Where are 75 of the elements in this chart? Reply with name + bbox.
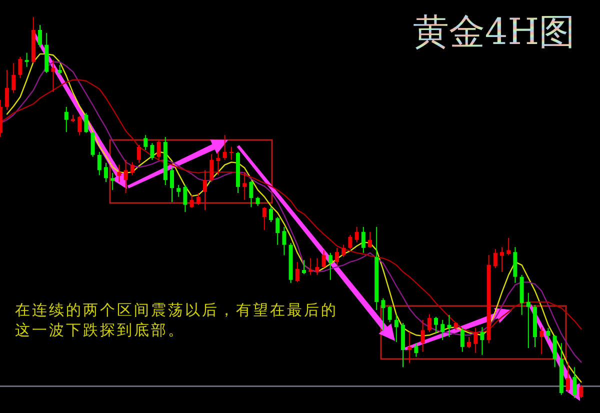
candlestick [58,64,62,76]
candlestick [414,342,418,358]
annotation: 在连续的两个区间震荡以后，有望在最后的这一波下跌探到底部。 [15,300,339,340]
candlestick [335,247,339,266]
candlestick [579,384,584,398]
candlestick [276,216,280,246]
candlestick [348,234,352,250]
candlestick [124,159,128,194]
candlestick [203,170,207,211]
candlestick [38,24,42,48]
candlestick [434,316,438,334]
candlestick [78,116,82,136]
candlestick [24,52,29,68]
candlestick [540,326,544,355]
candlestick [150,142,154,160]
candlestick [322,250,326,269]
candlestick [97,151,102,176]
candlestick [210,154,214,182]
candlestick [408,332,412,364]
candlestick [90,132,95,158]
candlestick [156,140,161,160]
candlestick [460,327,464,352]
candlestick [394,314,398,342]
candlestick [302,260,306,275]
candlestick [12,62,16,94]
candlestick [427,314,432,333]
candlestick [183,184,188,213]
candlestick [51,60,56,93]
candlestick [242,172,247,200]
candlestick [256,196,260,206]
candlestick [328,252,332,280]
candlestick [440,319,445,341]
candlestick [117,164,122,182]
candlestick [420,319,425,352]
candlestick [381,298,386,331]
candlestick [64,106,68,133]
candlestick [474,327,478,354]
candlestick [315,258,320,276]
candlestick [84,112,88,134]
chart-title: 黄金4H图 [413,12,576,53]
candlestick [18,56,22,78]
candlestick [572,366,577,398]
candlestick [110,172,115,190]
candlestick [467,336,471,349]
candlestick [104,162,108,182]
candlestick [342,244,346,258]
candlestick [480,326,484,356]
candlestick [388,306,392,323]
candlestick [269,206,273,222]
candlestick [566,362,570,392]
candlestick [137,144,141,164]
candlestick [176,184,181,198]
candlestick [308,258,313,276]
candlestick [546,327,550,341]
candlestick [493,248,498,269]
candlestick [170,166,174,203]
candlestick [196,192,200,206]
candlestick [5,69,9,110]
candlestick [282,226,286,256]
candlestick [295,261,300,283]
candlestick [552,334,557,368]
candlestick [222,134,227,160]
candlestick [506,237,511,256]
candlestick [526,292,530,349]
candlestick [447,314,452,338]
candlestick [368,231,372,248]
candlestick [500,246,504,272]
candlestick [262,206,266,230]
candlestick [354,226,359,243]
candlestick [144,134,148,150]
candlestick [361,226,366,254]
candlestick [190,194,194,208]
candlestick [130,162,134,176]
candlestick [249,180,254,208]
candlestick [216,151,220,176]
